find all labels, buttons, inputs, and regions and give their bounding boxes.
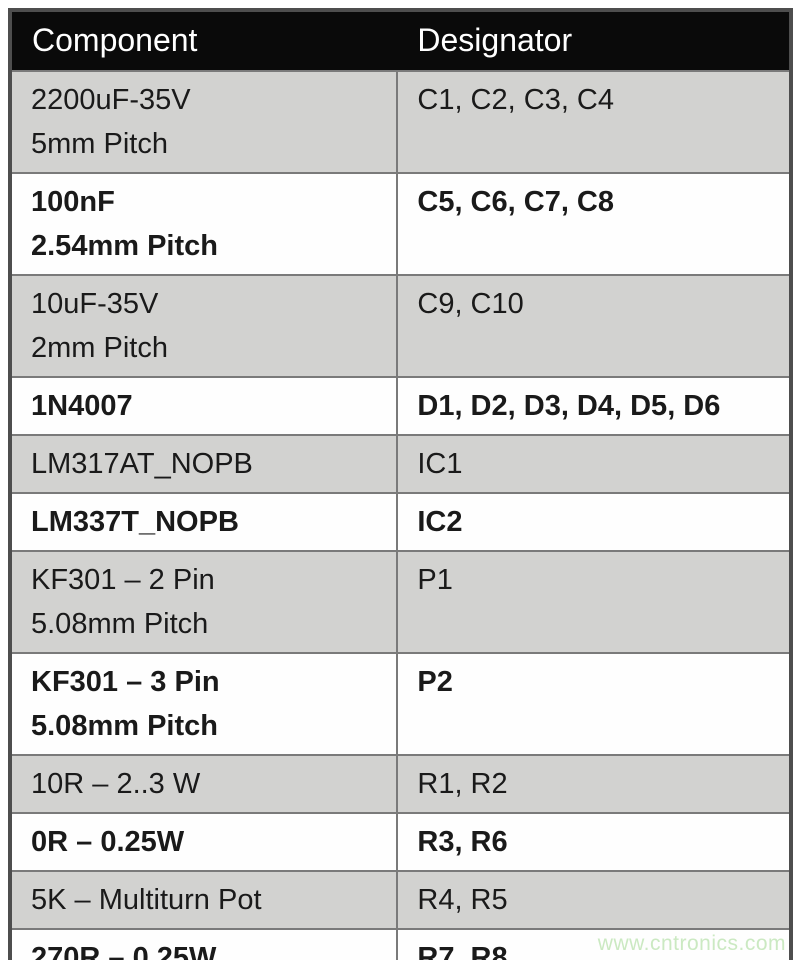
table-row: 270R – 0.25W R7, R8 xyxy=(8,928,792,960)
bom-table: Component Designator 2200uF-35V 5mm Pitch… xyxy=(8,8,793,960)
component-cell: KF301 – 3 Pin 5.08mm Pitch xyxy=(8,652,399,756)
table-row: 100nF 2.54mm Pitch C5, C6, C7, C8 xyxy=(8,172,792,276)
component-line: 1N4007 xyxy=(31,390,133,422)
watermark: www.cntronics.com xyxy=(597,932,786,955)
designator-cell: C1, C2, C3, C4 xyxy=(396,70,792,174)
component-line: 2.54mm Pitch xyxy=(31,230,218,262)
table-row: KF301 – 3 Pin 5.08mm Pitch P2 xyxy=(8,652,792,756)
column-header-component: Component xyxy=(10,10,398,72)
component-cell: 270R – 0.25W xyxy=(8,928,399,960)
component-cell: 5K – Multiturn Pot xyxy=(8,870,399,930)
table-row: 10R – 2..3 W R1, R2 xyxy=(8,754,792,814)
component-cell: 0R – 0.25W xyxy=(8,812,399,872)
table-body: 2200uF-35V 5mm Pitch C1, C2, C3, C4 100nF 2.… xyxy=(8,70,792,960)
component-cell: 1N4007 xyxy=(8,376,399,436)
component-line: 0R – 0.25W xyxy=(31,826,185,858)
table-row: 2200uF-35V 5mm Pitch C1, C2, C3, C4 xyxy=(8,70,792,174)
designator-cell: P2 xyxy=(396,652,792,756)
header-row: Component Designator xyxy=(10,10,791,72)
designator-cell: C5, C6, C7, C8 xyxy=(396,172,792,276)
table-row: KF301 – 2 Pin 5.08mm Pitch P1 xyxy=(8,550,792,654)
component-line: 5K – Multiturn Pot xyxy=(31,884,262,916)
designator-cell: R7, R8 xyxy=(396,928,792,960)
table-row: 10uF-35V 2mm Pitch C9, C10 xyxy=(8,274,792,378)
component-cell: 100nF 2.54mm Pitch xyxy=(8,172,399,276)
component-line: 5.08mm Pitch xyxy=(31,710,218,742)
table-row: 0R – 0.25W R3, R6 xyxy=(8,812,792,872)
component-line: 5.08mm Pitch xyxy=(31,608,209,640)
component-cell: KF301 – 2 Pin 5.08mm Pitch xyxy=(8,550,399,654)
table-row: 5K – Multiturn Pot R4, R5 xyxy=(8,870,792,930)
designator-cell: IC1 xyxy=(396,434,792,494)
component-cell: 10R – 2..3 W xyxy=(8,754,399,814)
designator-cell: R3, R6 xyxy=(396,812,792,872)
designator-cell: R1, R2 xyxy=(396,754,792,814)
designator-cell: D1, D2, D3, D4, D5, D6 xyxy=(396,376,792,436)
designator-cell: R4, R5 xyxy=(396,870,792,930)
component-line: 2200uF-35V xyxy=(31,84,191,116)
table-header: Component Designator xyxy=(10,10,791,72)
component-cell: 2200uF-35V 5mm Pitch xyxy=(8,70,399,174)
designator-cell: IC2 xyxy=(396,492,792,552)
component-cell: LM337T_NOPB xyxy=(8,492,399,552)
component-line: LM337T_NOPB xyxy=(31,506,239,538)
component-line: 2mm Pitch xyxy=(31,332,168,364)
component-line: LM317AT_NOPB xyxy=(31,448,253,480)
table-row: LM337T_NOPB IC2 xyxy=(8,492,792,552)
component-line: KF301 – 3 Pin xyxy=(31,666,220,698)
designator-cell: P1 xyxy=(396,550,792,654)
component-line: 270R – 0.25W xyxy=(31,942,217,960)
column-header-designator: Designator xyxy=(397,10,791,72)
component-cell: 10uF-35V 2mm Pitch xyxy=(8,274,399,378)
table-row: LM317AT_NOPB IC1 xyxy=(8,434,792,494)
component-line: 10uF-35V xyxy=(31,288,159,320)
designator-cell: C9, C10 xyxy=(396,274,792,378)
component-cell: LM317AT_NOPB xyxy=(8,434,399,494)
table-row: 1N4007 D1, D2, D3, D4, D5, D6 xyxy=(8,376,792,436)
component-line: 100nF xyxy=(31,186,115,218)
component-line: 10R – 2..3 W xyxy=(31,768,201,800)
component-line: KF301 – 2 Pin xyxy=(31,564,215,596)
component-line: 5mm Pitch xyxy=(31,128,168,160)
